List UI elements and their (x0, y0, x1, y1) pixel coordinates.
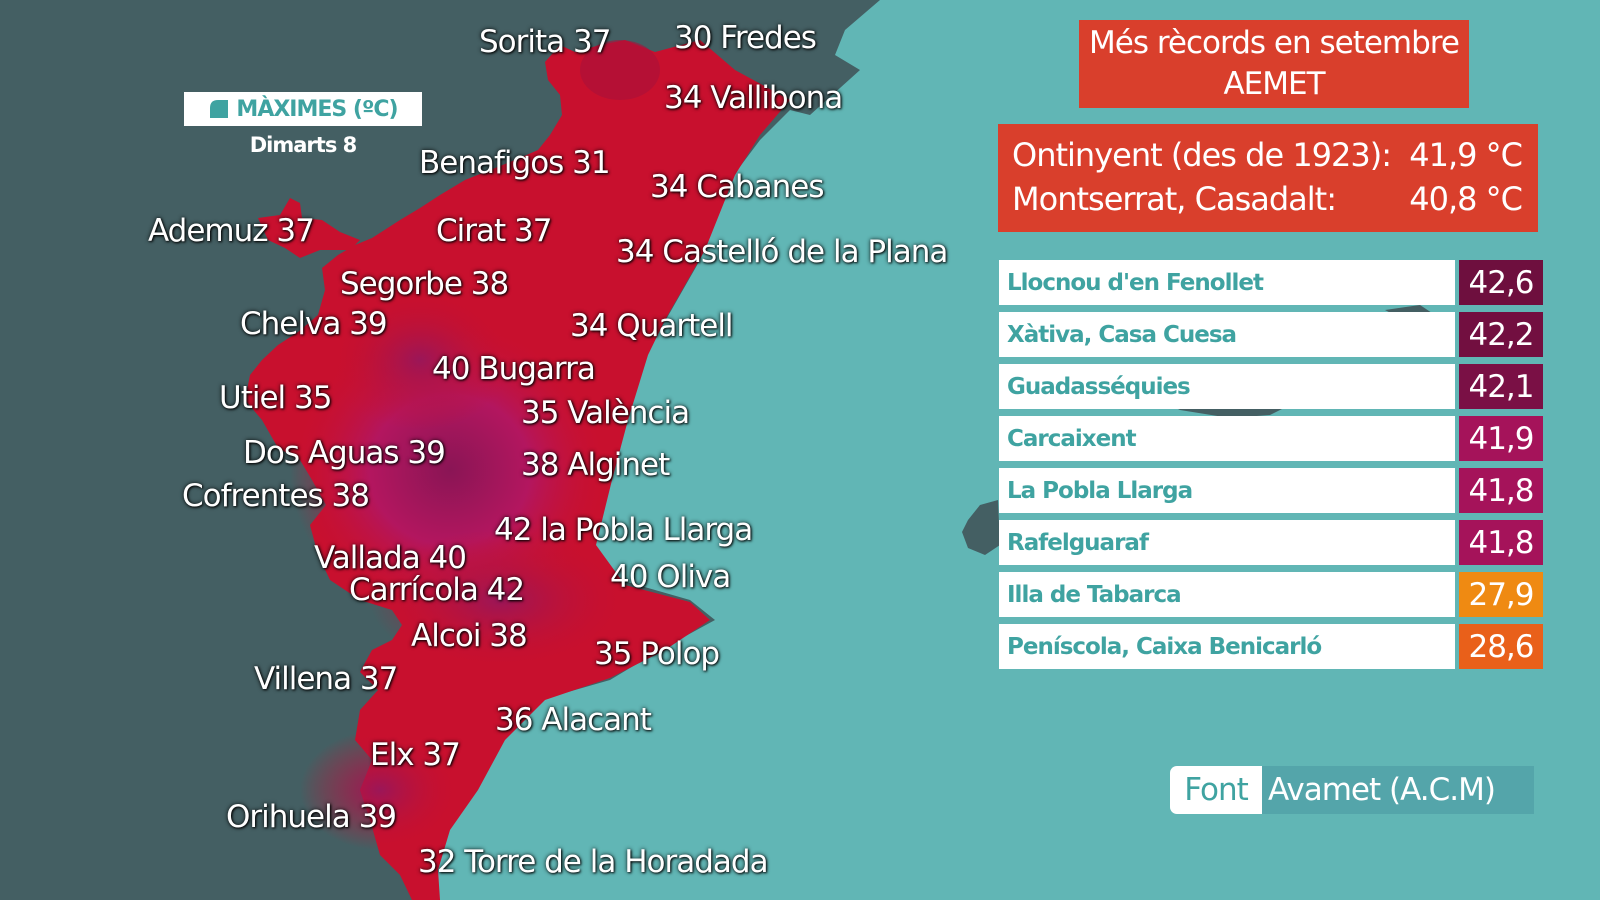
island-fragment (962, 500, 1000, 555)
legend-date: Dimarts 8 (249, 133, 358, 157)
station-name: Guadasséquies (999, 364, 1455, 409)
place-label-alacant: 36 Alacant (495, 702, 652, 738)
place-label-pobla-llarga: 42 la Pobla Llarga (494, 512, 753, 548)
place-label-sorita: Sorita 37 (479, 24, 611, 60)
record-value: 41,9 °C (1409, 136, 1523, 174)
station-name: Peníscola, Caixa Benicarló (999, 624, 1455, 669)
station-row: La Pobla Llarga 41,8 (999, 468, 1543, 513)
place-label-castello: 34 Castelló de la Plana (616, 234, 948, 270)
place-label-polop: 35 Polop (594, 636, 720, 672)
place-label-quartell: 34 Quartell (570, 308, 734, 344)
record-row: Montserrat, Casadalt: 40,8 °C (1012, 180, 1523, 218)
legend-title: MÀXIMES (ºC) (236, 96, 398, 122)
station-row: Xàtiva, Casa Cuesa 42,2 (999, 312, 1543, 357)
record-label: Ontinyent (des de 1923): (1012, 136, 1392, 174)
place-label-bugarra: 40 Bugarra (432, 351, 596, 387)
station-row: Rafelguaraf 41,8 (999, 520, 1543, 565)
station-value: 41,9 (1459, 416, 1543, 461)
station-value: 42,6 (1459, 260, 1543, 305)
station-value: 41,8 (1459, 520, 1543, 565)
place-label-dos-aguas: Dos Aguas 39 (243, 435, 446, 471)
legend-box: MÀXIMES (ºC) (184, 92, 422, 126)
place-label-alginet: 38 Alginet (521, 447, 670, 483)
place-label-vallibona: 34 Vallibona (664, 80, 843, 116)
place-label-carricola: Carrícola 42 (349, 572, 525, 608)
place-label-cabanes: 34 Cabanes (650, 169, 824, 205)
station-value: 28,6 (1459, 624, 1543, 669)
place-label-torre: 32 Torre de la Horadada (418, 844, 769, 880)
place-label-orihuela: Orihuela 39 (226, 799, 397, 835)
station-name: Illa de Tabarca (999, 572, 1455, 617)
records-header: Més rècords en setembre AEMET (1079, 20, 1469, 108)
thermometer-tab-icon (210, 100, 229, 118)
source-label: Font (1170, 766, 1262, 814)
station-name: Carcaixent (999, 416, 1455, 461)
ademuz-enclave (258, 198, 360, 258)
station-row: Llocnou d'en Fenollet 42,6 (999, 260, 1543, 305)
place-label-vallada: Vallada 40 (314, 540, 467, 576)
station-value: 27,9 (1459, 572, 1543, 617)
place-label-fredes: 30 Fredes (674, 20, 817, 56)
station-name: Llocnou d'en Fenollet (999, 260, 1455, 305)
place-label-valencia: 35 València (521, 395, 690, 431)
records-header-line1: Més rècords en setembre (1089, 25, 1460, 61)
station-value: 42,1 (1459, 364, 1543, 409)
place-label-segorbe: Segorbe 38 (340, 266, 509, 302)
station-value: 41,8 (1459, 468, 1543, 513)
place-label-villena: Villena 37 (254, 661, 398, 697)
station-row: Carcaixent 41,9 (999, 416, 1543, 461)
records-header-line2: AEMET (1223, 66, 1325, 102)
station-value: 42,2 (1459, 312, 1543, 357)
station-name: Rafelguaraf (999, 520, 1455, 565)
record-label: Montserrat, Casadalt: (1012, 180, 1337, 218)
records-box: Ontinyent (des de 1923): 41,9 °C Montser… (998, 124, 1538, 232)
place-label-elx: Elx 37 (370, 737, 461, 773)
station-row: Illa de Tabarca 27,9 (999, 572, 1543, 617)
source-credit: Font Avamet (A.C.M) (1170, 766, 1534, 814)
record-row: Ontinyent (des de 1923): 41,9 °C (1012, 136, 1523, 174)
place-label-alcoi: Alcoi 38 (411, 618, 528, 654)
place-label-cirat: Cirat 37 (436, 213, 552, 249)
place-label-utiel: Utiel 35 (219, 380, 332, 416)
record-value: 40,8 °C (1409, 180, 1523, 218)
station-row: Guadasséquies 42,1 (999, 364, 1543, 409)
station-name: La Pobla Llarga (999, 468, 1455, 513)
source-value: Avamet (A.C.M) (1262, 766, 1534, 814)
station-row: Peníscola, Caixa Benicarló 28,6 (999, 624, 1543, 669)
place-label-chelva: Chelva 39 (240, 306, 388, 342)
station-name: Xàtiva, Casa Cuesa (999, 312, 1455, 357)
place-label-ademuz: Ademuz 37 (148, 213, 315, 249)
place-label-cofrentes: Cofrentes 38 (182, 478, 370, 514)
place-label-benafigos: Benafigos 31 (419, 145, 611, 181)
place-label-oliva: 40 Oliva (610, 559, 731, 595)
